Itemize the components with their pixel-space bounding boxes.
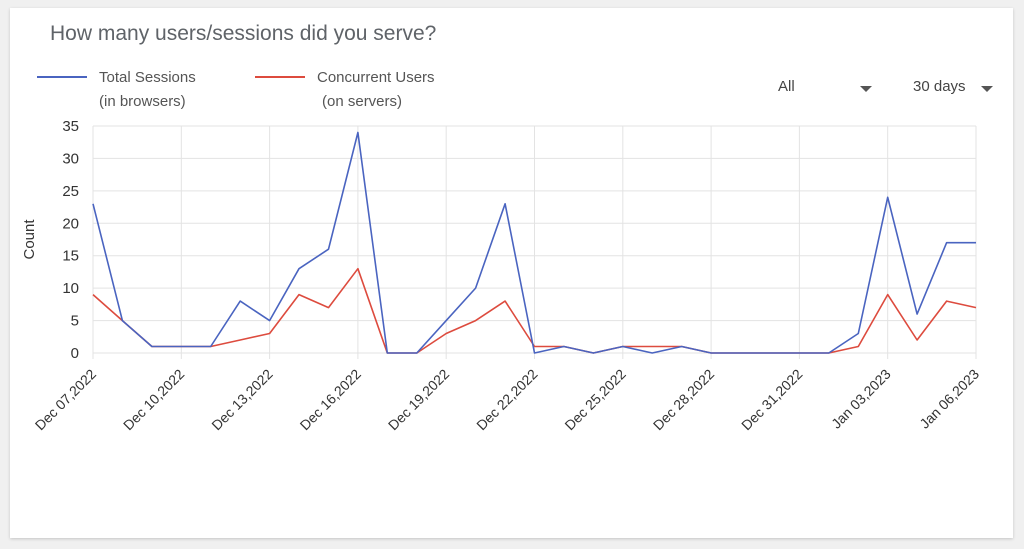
y-tick-label: 25 <box>62 183 79 200</box>
y-tick-label: 15 <box>62 248 79 265</box>
legend-label: Concurrent Users <box>317 69 435 86</box>
x-tick-label: Dec 28,2022 <box>650 366 718 434</box>
scope-dropdown[interactable]: All <box>778 78 874 95</box>
range-dropdown[interactable]: 30 days <box>913 78 999 95</box>
y-tick-label: 30 <box>62 150 79 167</box>
chart-title: How many users/sessions did you serve? <box>50 22 437 45</box>
range-dropdown-value: 30 days <box>913 78 966 95</box>
legend-sublabel: (in browsers) <box>99 93 186 110</box>
legend-label: Total Sessions <box>99 69 196 86</box>
x-tick-label: Jan 03,2023 <box>828 366 894 432</box>
x-tick-label: Dec 10,2022 <box>120 366 188 434</box>
x-tick-label: Dec 13,2022 <box>208 366 276 434</box>
x-tick-label: Dec 25,2022 <box>561 366 629 434</box>
legend-swatch-total-sessions <box>37 76 87 78</box>
line-chart: 0 5 10 15 20 25 30 35 Dec 07,2022 Dec 10,2022 Dec … <box>21 118 982 434</box>
y-axis-label: Count <box>21 219 38 260</box>
x-tick-label: Dec 19,2022 <box>385 366 453 434</box>
chevron-down-icon <box>981 86 993 92</box>
x-tick-label: Dec 16,2022 <box>297 366 365 434</box>
y-tick-label: 5 <box>71 313 79 330</box>
legend-swatch-concurrent-users <box>255 76 305 78</box>
scope-dropdown-value: All <box>778 78 795 95</box>
x-tick-label: Dec 07,2022 <box>32 366 100 434</box>
chevron-down-icon <box>860 86 872 92</box>
series-line-total-sessions <box>92 131 976 354</box>
x-tick-label: Dec 31,2022 <box>738 366 806 434</box>
legend-sublabel: (on servers) <box>322 93 403 110</box>
y-tick-label: 0 <box>71 345 79 362</box>
y-tick-label: 35 <box>62 118 79 135</box>
chart-card: How many users/sessions did you serve? T… <box>10 8 1013 538</box>
x-tick-label: Jan 06,2023 <box>916 366 982 432</box>
y-tick-label: 10 <box>62 280 79 297</box>
x-tick-label: Dec 22,2022 <box>473 366 541 434</box>
y-tick-label: 20 <box>62 215 79 232</box>
